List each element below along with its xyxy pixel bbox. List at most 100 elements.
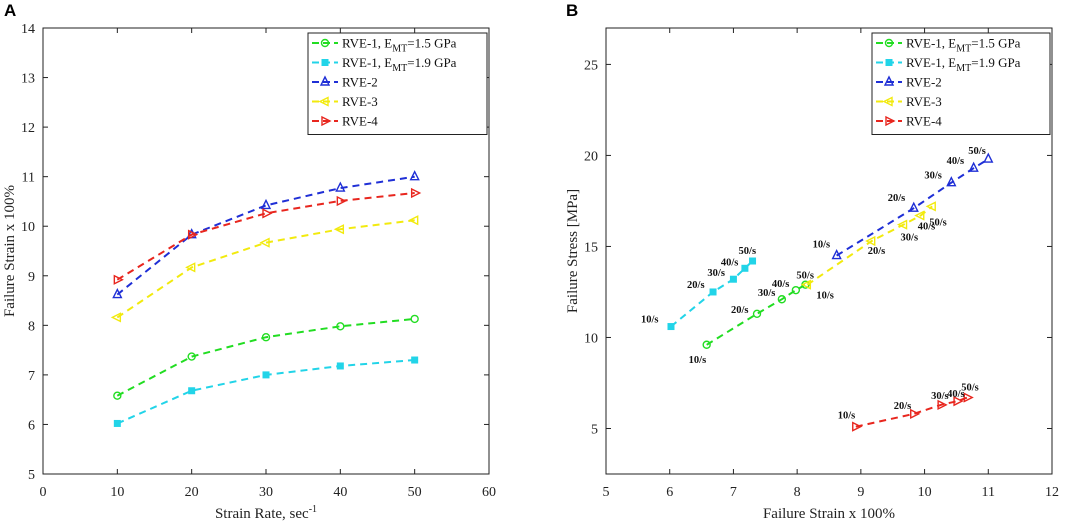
legend-label-subscript: MT (392, 63, 407, 74)
point-rate-label: 50/s (929, 217, 947, 228)
series-line (836, 158, 989, 257)
legend-label-main: RVE-1, E (906, 36, 956, 51)
legend-label-main: RVE-2 (906, 75, 942, 90)
point-rate-label: 10/s (838, 411, 856, 422)
x-tick-label: 12 (1045, 485, 1059, 500)
point-rate-label: 40/s (947, 389, 965, 400)
series-line (116, 219, 415, 319)
point-rate-label: 30/s (924, 171, 942, 182)
x-axis-title: Strain Rate, sec-1 (215, 504, 317, 522)
data-point (910, 408, 921, 420)
data-point (262, 371, 270, 379)
point-rate-label: 40/s (947, 156, 965, 167)
x-tick-label: 10 (918, 485, 932, 500)
series-3: 10/s 20/s 30/s 40/s 50/s (813, 146, 994, 260)
legend-box (307, 32, 488, 135)
legend-swatch-marker (318, 96, 329, 107)
legend-label-subscript: MT (956, 63, 971, 74)
legend-label-main: RVE-3 (342, 94, 378, 109)
point-rate-label: 30/s (758, 288, 776, 299)
data-point (188, 387, 196, 395)
data-point (741, 264, 749, 272)
series-4: 10/s 20/s 30/s40/s50/s (800, 201, 947, 302)
series-line (116, 192, 415, 281)
data-point (113, 274, 124, 285)
legend-label: RVE-1, EMT=1.9 GPa (342, 55, 457, 74)
legend-label: RVE-3 (342, 94, 378, 109)
series-1 (113, 314, 419, 400)
data-point (259, 237, 270, 248)
legend-label-main: RVE-2 (342, 75, 378, 90)
legend-label: RVE-1, EMT=1.5 GPa (342, 36, 457, 55)
plot-area-b (605, 27, 1053, 475)
legend-label-main: RVE-3 (906, 94, 942, 109)
legend-label: RVE-2 (342, 75, 378, 90)
legend-label-tail: =1.5 GPa (407, 36, 456, 51)
data-point (336, 362, 344, 370)
legend-label: RVE-4 (342, 114, 378, 129)
legend-swatch-marker (882, 96, 893, 107)
point-rate-label: 50/s (796, 271, 814, 282)
data-point (896, 219, 908, 230)
y-tick-label: 13 (21, 72, 35, 87)
series-1: 10/s20/s30/s40/s50/s (689, 271, 814, 366)
data-point (112, 288, 123, 299)
x-tick-label: 11 (982, 485, 995, 500)
data-point (261, 333, 271, 342)
x-axis-title: Failure Strain x 100% (763, 506, 895, 522)
point-rate-label: 30/s (707, 268, 725, 279)
data-point (800, 279, 812, 290)
y-tick-label: 10 (21, 220, 35, 235)
x-tick-label: 0 (40, 485, 47, 500)
data-point (335, 181, 346, 192)
data-point (187, 352, 196, 361)
y-tick-label: 11 (22, 171, 35, 186)
data-point (113, 391, 122, 400)
series-line (116, 175, 415, 296)
legend-swatch-marker (884, 38, 894, 48)
point-rate-label: 10/s (641, 315, 659, 326)
x-tick-label: 6 (666, 485, 673, 500)
legend-label-main: RVE-1, E (342, 55, 392, 70)
series-3 (112, 170, 420, 299)
legend-swatch-marker (885, 115, 896, 127)
y-tick-label: 6 (28, 418, 35, 433)
series-5: 10/s 20/s 30/s40/s50/s (838, 383, 979, 432)
y-tick-label: 14 (21, 22, 35, 37)
data-point (702, 340, 711, 349)
legend-label-tail: =1.9 GPa (407, 55, 456, 70)
series-line (116, 359, 415, 425)
point-rate-label: 50/s (739, 246, 757, 257)
data-point (908, 201, 919, 212)
point-rate-label: 10/s (813, 240, 831, 251)
legend-label: RVE-3 (906, 94, 942, 109)
data-point (709, 288, 717, 296)
data-point (983, 152, 994, 163)
y-tick-label: 5 (591, 422, 598, 437)
data-point (667, 323, 675, 331)
y-tick-label: 9 (28, 270, 35, 285)
x-axis-title-main: Failure Strain x 100% (763, 506, 895, 522)
x-tick-label: 10 (110, 485, 124, 500)
legend-swatch-marker (321, 59, 329, 66)
data-point (336, 195, 347, 207)
data-point (729, 275, 737, 283)
series-4 (110, 215, 419, 323)
data-point (185, 262, 196, 273)
data-point (852, 421, 863, 432)
data-point (110, 312, 122, 323)
data-point (968, 161, 979, 172)
legend-box (871, 32, 1051, 135)
legend-label-main: RVE-4 (342, 114, 378, 129)
chart-panel-a: 0 10 20 30 40 50 60 5 6 7 8 9 10 11 12 13 14 Strain Rate,… (2, 22, 496, 522)
data-point (777, 295, 787, 304)
y-tick-label: 15 (584, 240, 598, 255)
series-2 (113, 356, 419, 427)
point-rate-label: 20/s (868, 246, 886, 257)
data-point (937, 399, 948, 410)
legend-swatch-marker (319, 75, 331, 86)
y-tick-label: 25 (584, 58, 598, 73)
data-point (333, 224, 345, 235)
series-line (706, 283, 806, 346)
